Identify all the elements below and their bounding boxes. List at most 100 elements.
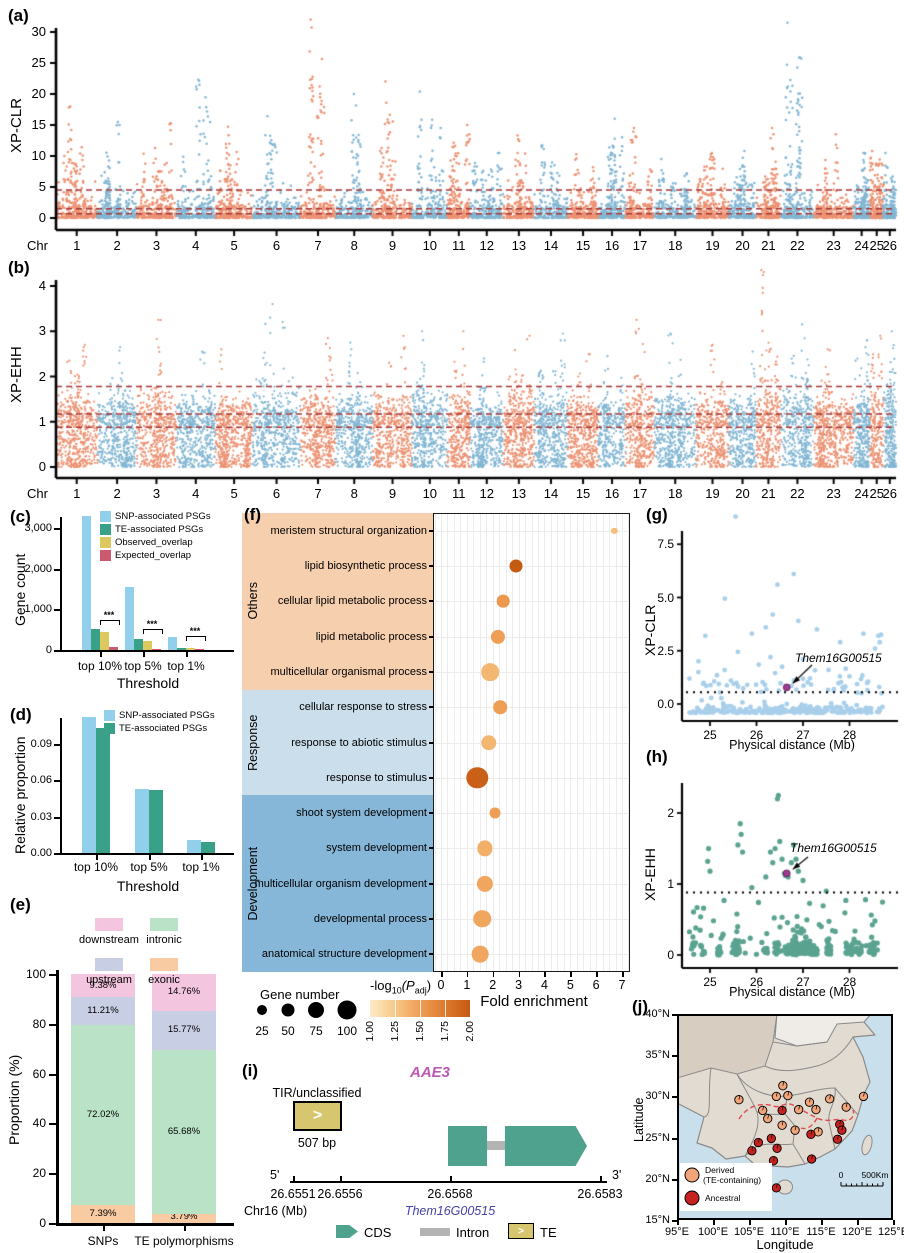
chrom-tick-label: 1 <box>73 486 81 501</box>
j-lat-tick-label: 40°N <box>645 1008 670 1020</box>
f-term-tick <box>429 706 433 709</box>
y-tick-label: 4 <box>38 278 46 293</box>
sample-point-slice <box>787 1091 790 1096</box>
j-lat-tick-label: 20°N <box>645 1172 670 1185</box>
chrom-tick-label: 26 <box>882 486 898 501</box>
f-x-tickmark <box>544 972 546 977</box>
sample-points-group <box>734 1081 869 1193</box>
chrom-tick-label: 21 <box>761 238 776 253</box>
sample-point-slice <box>738 1095 741 1100</box>
j-lon-tickmark <box>713 1220 715 1225</box>
region-x-tick-label: 25 <box>703 728 717 742</box>
c-legend-item: Expected_overlap <box>100 550 191 561</box>
region-x-tick-label: 28 <box>842 728 857 742</box>
scale-zero-label: 0 <box>839 1170 844 1180</box>
chrom-tick-label: 23 <box>826 486 841 501</box>
panel-label-f: (f) <box>244 505 261 524</box>
chrom-tick-label: 15 <box>575 238 591 253</box>
f-hgrid <box>433 636 630 638</box>
i-axis-tickmark <box>340 1176 342 1183</box>
j-lon-tickmark <box>785 1220 787 1225</box>
color-legend-title-sub10: 10 <box>391 985 402 996</box>
f-term-tick <box>429 953 433 956</box>
y-tick-label: 25 <box>31 55 46 70</box>
chrom-tick-label: 26 <box>882 238 898 253</box>
panel-i-gene-model: (i) AAE3 TIR/unclassified > 507 bp 5' 3'… <box>240 1045 660 1253</box>
c-legend-label: TE-associated PSGs <box>115 524 204 535</box>
sample-point-ancestral <box>832 1134 843 1144</box>
f-term-tick <box>429 882 433 885</box>
y-tick-label: 30 <box>31 24 46 39</box>
f-term-label: shoot system development <box>296 807 427 820</box>
te-box: > <box>293 1101 342 1131</box>
c-y-tickmark <box>54 568 60 571</box>
c-y-tickmark <box>54 609 60 612</box>
f-hgrid <box>433 530 630 532</box>
x-axis-label-threshold-d: Threshold <box>116 878 180 894</box>
region-y-tick-label: 7.5 <box>657 537 674 552</box>
d-y-tickmark <box>54 780 60 783</box>
f-x-tickmark <box>622 972 624 977</box>
five-prime-label: 5' <box>270 1168 280 1182</box>
color-legend-title-suffix: ) <box>426 978 432 993</box>
i-axis-tickmark <box>450 1176 452 1183</box>
y-tick-label: 2 <box>38 368 46 384</box>
sample-point-derived <box>783 1090 793 1101</box>
map-frame <box>677 1014 893 1220</box>
scale-distance-label: 500Km <box>862 1170 889 1180</box>
f-x-tick-label: 0 <box>437 978 445 992</box>
chrom-tick-label: 16 <box>604 238 620 253</box>
cds-exon-1 <box>448 1126 487 1166</box>
region-y-tick-label: 0.0 <box>657 697 674 711</box>
j-lat-tickmark <box>672 1137 677 1140</box>
d-bar-TE-associated PSGs <box>149 790 163 853</box>
region-y-tick-label: 2.5 <box>657 643 674 658</box>
chrom-tick-label: 6 <box>272 486 281 501</box>
legend-te-label: TE <box>540 1225 557 1240</box>
sample-point-ancestral <box>747 1146 757 1156</box>
e-y-tick-label: 40 <box>32 1116 46 1131</box>
intron-connector <box>487 1141 505 1150</box>
e-y-tick-label: 0 <box>39 1216 46 1230</box>
f-go-dot <box>476 875 494 892</box>
f-group-label: Response <box>246 714 260 771</box>
cds-exon-2-arrow <box>505 1126 587 1166</box>
d-bar-TE-associated PSGs <box>96 728 110 853</box>
d-x-axis <box>60 853 234 855</box>
j-lat-tickmark <box>672 1096 677 1099</box>
sample-point-slice <box>762 1106 765 1111</box>
panel-label-b: (b) <box>8 258 30 277</box>
e-seg-label: 11.21% <box>87 1005 119 1017</box>
i-axis-tick-label: 26.6568 <box>427 1187 473 1201</box>
f-color-bar-tick <box>395 1000 396 1017</box>
j-lon-tick-label: 110°E <box>770 1226 800 1238</box>
xpehh-region-canvas <box>640 745 904 995</box>
c-legend-swatch <box>100 511 111 522</box>
c-bar-SNP-associated PSGs <box>168 636 177 650</box>
e-seg-label: 14.76% <box>167 986 201 998</box>
f-term-label: multicellular organismal process <box>270 665 427 678</box>
chrom-tick-label: 21 <box>761 486 776 501</box>
j-lat-tickmark <box>672 1178 677 1181</box>
f-hgrid <box>433 813 630 815</box>
d-x-tick-label: top 10% <box>73 860 119 874</box>
e-x-tick-label: TE polymorphisms <box>134 1234 234 1248</box>
sample-point-ancestral <box>768 1156 779 1166</box>
chrom-tick-label: 10 <box>422 486 438 501</box>
chrom-tick-label: 1 <box>73 238 81 253</box>
f-group-label: Others <box>246 582 260 621</box>
chrom-tick-label: 10 <box>422 238 438 253</box>
legend-cds-label: CDS <box>364 1225 392 1240</box>
chrom-tick-label: 15 <box>575 486 591 501</box>
panel-j-sample-map: (j) Latitude Longitude Derived (TE-c <box>630 995 904 1253</box>
f-term-tick <box>429 847 433 850</box>
chrom-tick-label: 18 <box>667 486 683 501</box>
f-hgrid <box>433 601 630 603</box>
f-go-dot <box>490 629 505 644</box>
j-lon-tickmark <box>677 1220 679 1225</box>
gene-model-axis <box>290 1181 607 1183</box>
f-x-tick-label: 4 <box>540 978 548 992</box>
x-axis-label-h: Physical distance (Mb) <box>729 985 855 999</box>
region-x-tick-label: 27 <box>796 728 810 742</box>
panel-label-j: (j) <box>632 997 649 1016</box>
